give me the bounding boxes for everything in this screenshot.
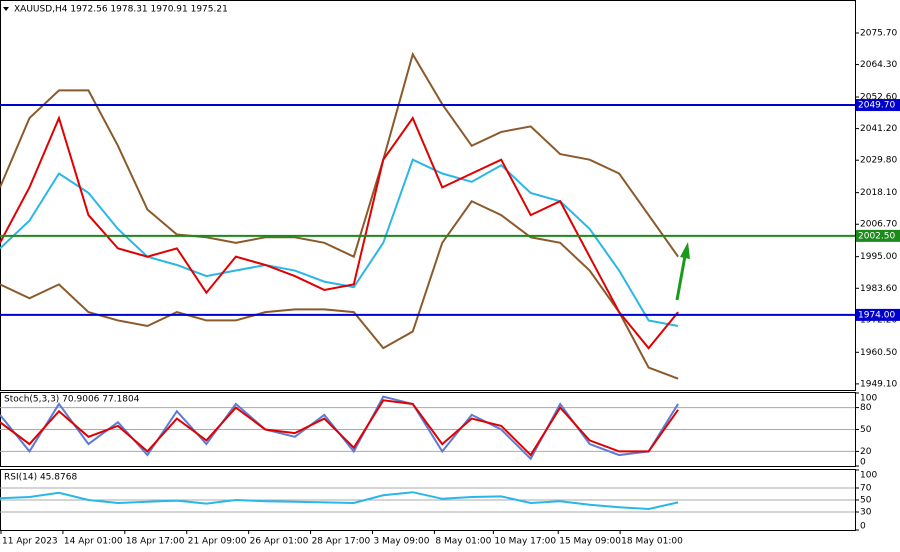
menu-triangle[interactable] bbox=[3, 7, 9, 11]
y-tick-label: 2064.30 bbox=[860, 60, 897, 70]
x-tick-label: 18 Apr 17:00 bbox=[126, 537, 185, 547]
y-tick-label: 2075.70 bbox=[860, 28, 897, 38]
x-tick-label: 11 Apr 2023 bbox=[2, 537, 58, 547]
y-tick-label: 1949.10 bbox=[860, 379, 897, 389]
series-line bbox=[0, 51, 679, 259]
y-tick-label: 70 bbox=[860, 484, 872, 494]
panel-title: RSI(14) 45.8768 bbox=[4, 473, 77, 483]
x-tick-label: 14 Apr 01:00 bbox=[64, 537, 123, 547]
level-label-box bbox=[856, 99, 900, 112]
y-tick-label: 20 bbox=[860, 447, 872, 457]
x-tick-label: 26 Apr 01:00 bbox=[250, 537, 309, 547]
x-tick-label: 28 Apr 17:00 bbox=[312, 537, 371, 547]
level-label-box bbox=[856, 308, 900, 321]
y-tick-label: 2006.70 bbox=[860, 220, 897, 230]
y-tick-label: 1960.50 bbox=[860, 348, 897, 358]
series-line bbox=[0, 399, 679, 457]
level-label: 1974.00 bbox=[858, 310, 895, 320]
x-tick-label: 21 Apr 09:00 bbox=[188, 537, 247, 547]
series-line bbox=[0, 158, 679, 327]
y-tick-label: 100 bbox=[860, 471, 877, 481]
y-tick-label: 50 bbox=[860, 496, 872, 506]
y-tick-label: 0 bbox=[860, 458, 866, 468]
y-tick-label: 0 bbox=[860, 522, 866, 532]
arrow-head bbox=[680, 242, 690, 259]
y-tick-label: 50 bbox=[860, 425, 872, 435]
y-tick-label: 2041.20 bbox=[860, 124, 897, 134]
price-panel bbox=[0, 0, 856, 391]
y-tick-label: 80 bbox=[860, 403, 872, 413]
series-line bbox=[0, 491, 679, 511]
arrow-shaft bbox=[675, 255, 687, 301]
series-line bbox=[0, 199, 679, 380]
x-tick-label: 15 May 09:00 bbox=[559, 537, 621, 547]
level-label-box bbox=[856, 229, 900, 242]
y-tick-label: 2018.10 bbox=[860, 188, 897, 198]
y-tick-label: 2052.60 bbox=[860, 93, 897, 103]
y-tick-label: 2029.80 bbox=[860, 156, 897, 166]
x-tick-label: 10 May 17:00 bbox=[494, 537, 556, 547]
level-label: 2049.70 bbox=[858, 101, 895, 111]
y-tick-label: 1995.00 bbox=[860, 252, 897, 262]
panel-title: Stoch(5,3,3) 70.9006 77.1804 bbox=[4, 395, 140, 405]
level-label: 2002.50 bbox=[858, 231, 895, 241]
y-tick-label: 100 bbox=[860, 394, 877, 404]
y-tick-label: 30 bbox=[860, 508, 872, 518]
x-tick-label: 3 May 09:00 bbox=[373, 537, 429, 547]
panel-title: XAUUSD,H4 1972.56 1978.31 1970.91 1975.2… bbox=[14, 5, 228, 15]
series-line bbox=[0, 395, 679, 461]
x-tick-label: 18 May 01:00 bbox=[621, 537, 683, 547]
y-tick-label: 1983.60 bbox=[860, 284, 897, 294]
x-tick-label: 8 May 01:00 bbox=[435, 537, 491, 547]
series-line bbox=[0, 115, 679, 350]
